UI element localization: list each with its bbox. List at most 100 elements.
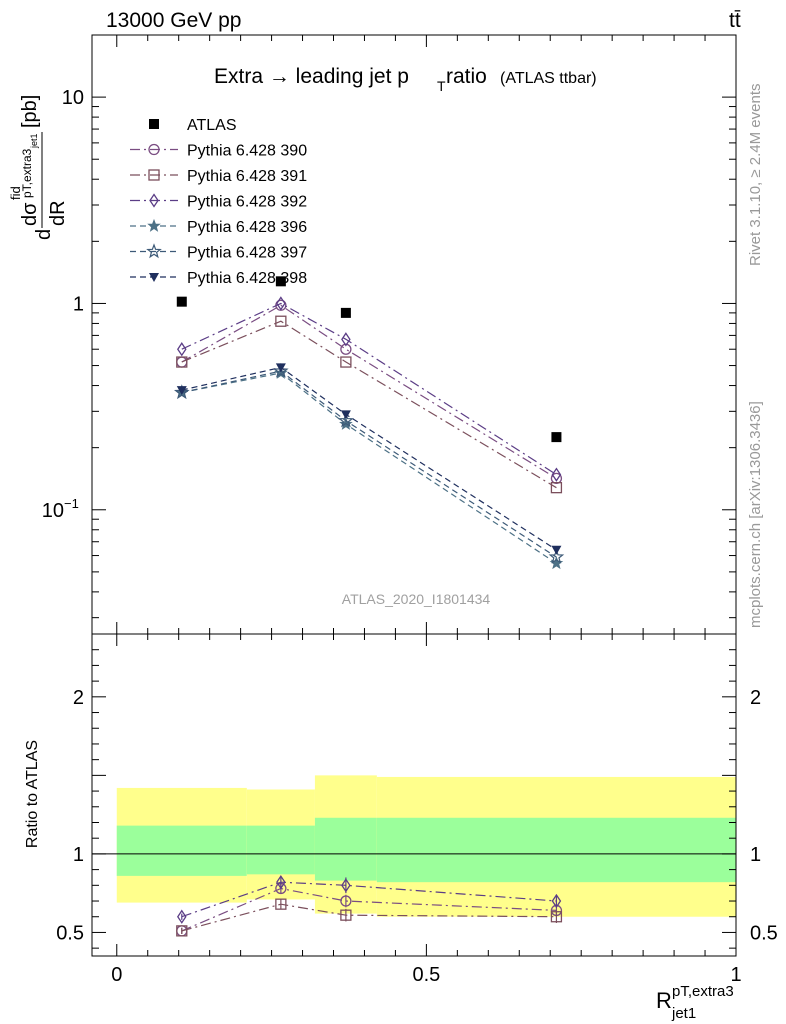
series-line-0 [181,304,557,479]
series-point-5-3 [551,545,562,555]
series-point-2-2 [341,332,351,347]
ratio-line-2 [181,881,557,918]
legend-marker-4 [146,243,162,259]
series-point-4-1 [273,362,289,378]
ratio-tick-label-left: 1 [73,844,84,866]
ratio-band-inner [116,825,247,876]
chart-title-sub: T [437,78,446,94]
ratio-point-1-0 [176,925,188,937]
data-point-1 [275,276,286,287]
ratio-point-2-1 [276,875,286,890]
legend-marker-1 [148,169,160,181]
series-point-0-3 [550,472,563,485]
ratio-line-1 [181,903,557,932]
legend-label-3: Pythia 6.428 396 [187,219,307,236]
x-label-sup: pT,extra3 [672,983,734,1000]
series-point-1-1 [275,315,287,327]
series-point-4-2 [338,412,354,428]
analysis-watermark: ATLAS_2020_I1801434 [342,591,491,607]
series-point-4-0 [173,384,190,400]
side-text-rivet: Rivet 3.1.10, ≥ 2.4M events [747,84,764,267]
chart-title-main: Extra → leading jet p [214,65,409,88]
series-point-2-0 [177,342,187,357]
x-label-sub: jet1 [671,1005,696,1022]
legend-marker-0 [148,143,160,156]
legend-marker-2 [149,193,159,208]
ratio-band-inner [376,817,736,883]
legend: ATLAS Pythia 6.428 390 Pythia 6.428 391 Pyt… [130,117,307,287]
ratio-frame [91,633,737,957]
series-point-2-1 [276,296,286,311]
ratio-band-inner [314,817,377,881]
y-label-subsub: jet1 [29,133,39,149]
legend-marker-3 [147,218,161,232]
series-point-1-2 [340,356,352,368]
chart-title: Extra → leading jet p T ratio (ATLAS ttbar… [214,65,597,94]
header-left: 13000 GeV pp [106,9,241,32]
series-line-2 [181,302,557,476]
ratio-tick-label-right: 1 [750,844,761,866]
ratio-point-1-2 [340,909,352,921]
y-tick-label-exponent: −1 [64,496,79,511]
x-tick-label: 1 [730,964,741,986]
ratio-point-1-3 [550,911,563,923]
ratio-band-inner [246,825,315,875]
legend-label-2: Pythia 6.428 392 [187,194,307,211]
chart-title-tail: ratio [446,65,487,88]
series-point-1-3 [550,482,563,494]
series-point-2-3 [551,467,562,482]
y-label-unit: [pb] [19,95,41,128]
x-tick-label: 0.5 [412,964,440,986]
y-label-dR: dR [47,200,69,226]
data-point-0 [176,296,187,307]
ratio-tick-label-left: 2 [73,687,84,709]
x-label-main: R [656,988,672,1013]
series-line-5 [181,366,557,551]
y-label-fid: fid [8,186,23,200]
legend-label-4: Pythia 6.428 397 [187,245,307,262]
y-label-sub: pT,extra3 [20,148,34,198]
ratio-tick-label-right: 2 [750,687,761,709]
x-tick-label: 0 [111,964,122,986]
chart-title-suffix: (ATLAS ttbar) [500,70,597,87]
ratio-point-2-2 [341,878,351,893]
header-right: tt̄ [729,9,741,32]
side-text-mcplots: mcplots.cern.ch [arXiv:1306.3436] [747,401,764,628]
legend-label-data: ATLAS [187,117,237,134]
series-line-4 [181,370,557,558]
ratio-point-0-2 [340,895,352,907]
series-point-5-1 [275,363,286,373]
data-point-3 [551,432,562,443]
series-point-1-0 [176,356,188,368]
ratio-line-0 [181,887,557,932]
legend-marker-data [149,119,159,129]
series-line-3 [181,372,557,564]
legend-label-5: Pythia 6.428 398 [187,270,307,287]
ratio-y-axis-label: Ratio to ATLAS [24,740,41,848]
y-tick-label: 1 [73,293,84,315]
legend-label-0: Pythia 6.428 390 [187,143,307,160]
series-point-5-0 [176,386,187,396]
ratio-point-2-0 [177,909,187,924]
y-label-d: d [33,229,55,240]
legend-label-1: Pythia 6.428 391 [187,168,307,185]
y-tick-label: 10 [62,87,84,109]
ratio-tick-label-right: 0.5 [750,922,778,944]
ratio-tick-label-left: 0.5 [56,922,84,944]
ratio-panel: 0 0.5 1 2 2 1 1 0.5 0.5 Ratio to ATLAS R pT,extra3 j… [24,633,778,1022]
series-point-4-3 [548,548,565,564]
series-point-5-2 [340,410,351,420]
ratio-point-2-3 [551,893,562,909]
series-line-1 [181,320,557,489]
legend-marker-5 [149,273,159,282]
series-point-0-0 [176,356,188,368]
ratio-point-1-1 [275,898,287,910]
data-point-2 [340,307,351,318]
y-tick-label: 10 [42,500,64,522]
series-point-3-3 [549,556,564,570]
y-label-dsigma: dσ [19,202,41,226]
